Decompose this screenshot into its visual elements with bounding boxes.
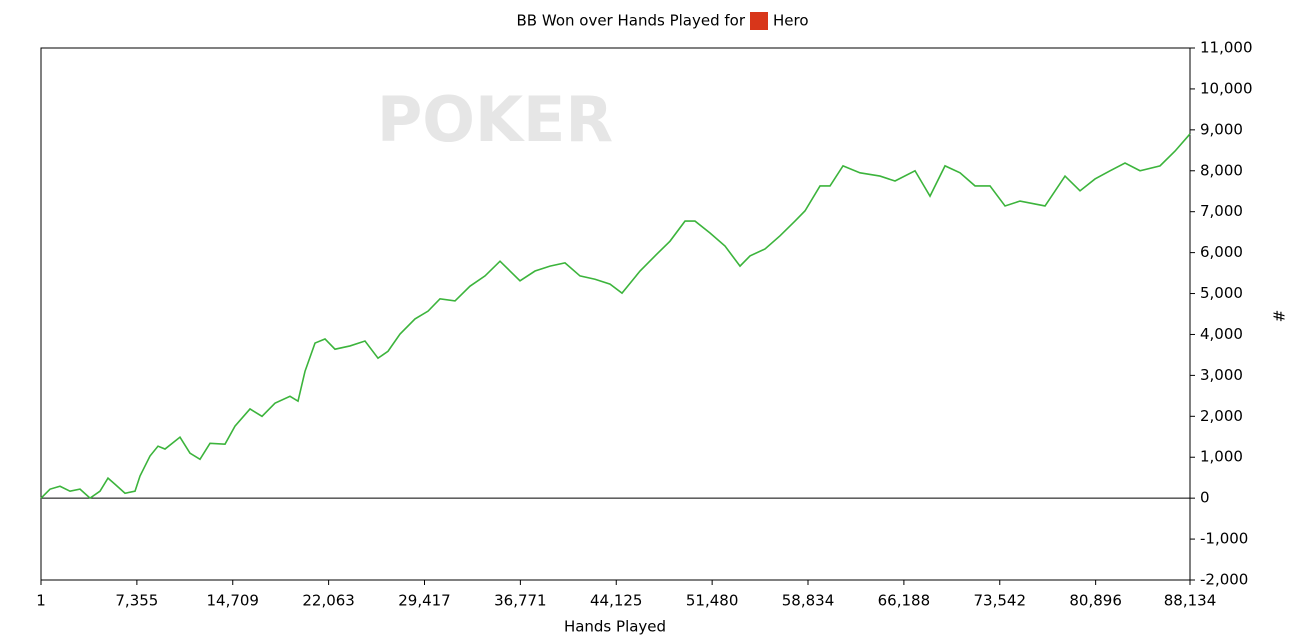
y-tick-label: -2,000 bbox=[1200, 571, 1248, 589]
y-tick-label: 1,000 bbox=[1200, 448, 1243, 466]
chart-title: BB Won over Hands Played for bbox=[517, 12, 746, 30]
x-tick-label: 80,896 bbox=[1069, 592, 1122, 610]
y-tick-label: -1,000 bbox=[1200, 530, 1248, 548]
watermark: POKER bbox=[377, 83, 613, 156]
y-tick-label: 10,000 bbox=[1200, 79, 1253, 97]
y-axis-label: # bbox=[1270, 310, 1288, 323]
y-tick-label: 3,000 bbox=[1200, 366, 1243, 384]
x-axis-label: Hands Played bbox=[564, 618, 666, 636]
y-tick-label: 8,000 bbox=[1200, 161, 1243, 179]
x-tick-label: 88,134 bbox=[1164, 592, 1217, 610]
y-tick-label: 5,000 bbox=[1200, 284, 1243, 302]
x-tick-label: 29,417 bbox=[398, 592, 451, 610]
y-tick-label: 6,000 bbox=[1200, 243, 1243, 261]
x-tick-label: 7,355 bbox=[115, 592, 158, 610]
x-tick-label: 66,188 bbox=[878, 592, 931, 610]
x-tick-label: 51,480 bbox=[686, 592, 739, 610]
y-tick-label: 4,000 bbox=[1200, 325, 1243, 343]
y-tick-label: 11,000 bbox=[1200, 39, 1253, 57]
x-tick-label: 44,125 bbox=[590, 592, 643, 610]
player-name: Hero bbox=[773, 12, 809, 30]
data-line bbox=[40, 133, 1191, 500]
plot-frame bbox=[40, 47, 1191, 581]
y-tick-label: 7,000 bbox=[1200, 202, 1243, 220]
x-tick-label: 36,771 bbox=[494, 592, 547, 610]
x-tick-label: 73,542 bbox=[974, 592, 1027, 610]
y-tick-label: 2,000 bbox=[1200, 407, 1243, 425]
x-tick-label: 1 bbox=[36, 592, 46, 610]
y-tick-label: 0 bbox=[1200, 489, 1210, 507]
x-tick-label: 14,709 bbox=[206, 592, 259, 610]
x-tick-label: 58,834 bbox=[782, 592, 835, 610]
y-tick-label: 9,000 bbox=[1200, 120, 1243, 138]
x-tick-label: 22,063 bbox=[302, 592, 355, 610]
player-icon bbox=[750, 12, 768, 30]
